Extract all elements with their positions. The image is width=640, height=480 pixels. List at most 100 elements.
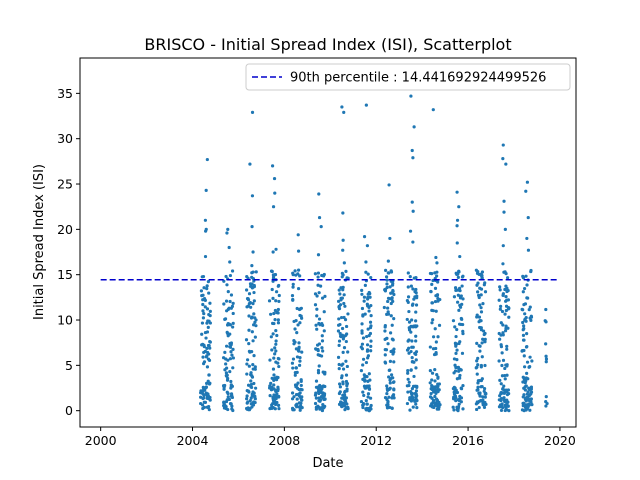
data-point (388, 236, 392, 241)
data-point (296, 287, 301, 291)
data-point (406, 377, 410, 381)
data-point (544, 400, 548, 404)
data-point (433, 368, 437, 372)
data-point (428, 369, 432, 373)
x-axis-label: Date (312, 456, 343, 471)
data-point (271, 275, 276, 279)
data-point (507, 391, 511, 396)
data-point (339, 286, 343, 290)
data-point (476, 270, 480, 274)
data-point (245, 288, 249, 292)
data-point (276, 403, 281, 407)
data-point (388, 381, 392, 385)
data-point (230, 269, 235, 273)
data-point (207, 312, 211, 317)
data-point (227, 397, 232, 402)
data-point (253, 400, 257, 405)
data-point (247, 342, 251, 346)
data-point (475, 365, 479, 369)
data-point (387, 183, 391, 187)
data-point (364, 374, 368, 378)
axis-ticks: 2000 2004 2008 2012 2016 2020 0 5 10 15 20 25 30 35 (57, 86, 576, 448)
data-point (433, 388, 437, 392)
data-point (410, 318, 414, 322)
data-point (527, 386, 531, 391)
data-point (361, 336, 366, 340)
data-point (505, 401, 509, 405)
data-point (457, 322, 462, 326)
data-point (202, 297, 207, 301)
data-point (199, 395, 203, 399)
data-point (272, 387, 276, 391)
data-point (407, 351, 411, 355)
data-point (298, 355, 302, 360)
x-tick-label: 2020 (544, 433, 576, 448)
x-tick-label: 2016 (452, 433, 484, 448)
x-tick-label: 2004 (177, 433, 209, 448)
data-point (475, 313, 479, 317)
data-point (245, 362, 249, 366)
data-point (337, 288, 341, 292)
data-point (459, 387, 464, 391)
data-point (497, 298, 501, 302)
data-point (299, 396, 303, 400)
data-point (521, 290, 525, 294)
data-point (248, 162, 252, 166)
data-point (433, 327, 437, 331)
data-point (412, 324, 416, 328)
data-point (528, 365, 532, 369)
data-point (483, 395, 487, 399)
data-point (451, 319, 456, 323)
data-point (501, 386, 505, 391)
data-point (317, 396, 321, 400)
data-point (230, 353, 234, 357)
data-point (507, 315, 511, 319)
data-point (295, 397, 299, 401)
data-point (435, 398, 440, 402)
data-point (252, 299, 256, 303)
data-point (461, 384, 465, 388)
data-point (201, 293, 205, 297)
data-point (529, 392, 533, 396)
data-point (405, 348, 410, 352)
data-point (526, 215, 530, 220)
data-point (408, 408, 412, 412)
data-point (387, 387, 391, 391)
data-point (414, 287, 418, 292)
data-point (299, 383, 303, 388)
data-point (503, 312, 507, 316)
data-point (207, 291, 211, 295)
data-point (409, 284, 413, 288)
data-point (251, 363, 255, 367)
data-point (365, 302, 369, 306)
data-point (483, 340, 487, 344)
data-point (208, 309, 212, 313)
data-point (523, 312, 527, 316)
data-point (314, 405, 319, 410)
data-point (226, 407, 230, 412)
data-point (206, 392, 210, 396)
data-point (521, 328, 525, 332)
data-point (408, 229, 413, 233)
data-point (478, 344, 482, 348)
data-point (544, 342, 548, 346)
data-point (343, 304, 347, 308)
data-point (276, 389, 280, 393)
data-point (250, 275, 254, 279)
data-point (476, 385, 480, 389)
data-point (457, 270, 461, 274)
data-point (500, 403, 504, 407)
data-point (386, 342, 390, 346)
data-point (201, 355, 205, 359)
data-point (460, 351, 465, 355)
data-point (317, 399, 321, 403)
data-point (475, 283, 479, 287)
data-point (386, 259, 390, 263)
data-point (523, 388, 527, 392)
data-point (479, 310, 484, 314)
y-tick-label: 30 (57, 131, 73, 146)
data-point (482, 332, 486, 337)
data-point (453, 286, 458, 290)
data-point (410, 339, 414, 343)
data-point (414, 358, 418, 362)
